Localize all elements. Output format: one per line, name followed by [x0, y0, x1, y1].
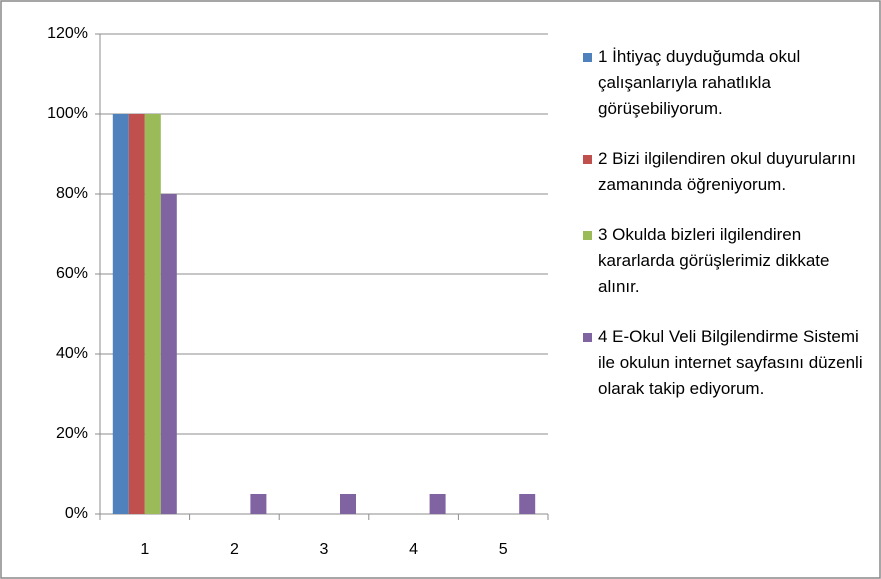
legend-item: 4 E-Okul Veli Bilgilendirme Sistemi ile …	[583, 324, 868, 402]
bar	[429, 494, 446, 514]
y-tick-label: 80%	[56, 185, 88, 202]
legend-item: 2 Bizi ilgilendiren okul duyurularını za…	[583, 146, 868, 198]
y-tick-label: 100%	[47, 105, 88, 122]
y-tick-label: 120%	[47, 25, 88, 42]
legend-swatch	[583, 53, 592, 62]
x-tick-label: 4	[409, 541, 418, 558]
y-tick-label: 20%	[56, 425, 88, 442]
x-tick-label: 1	[140, 541, 149, 558]
bar	[160, 194, 177, 514]
bar	[519, 494, 536, 514]
bar	[128, 114, 145, 514]
legend-label: 4 E-Okul Veli Bilgilendirme Sistemi ile …	[598, 327, 863, 398]
x-tick-label: 2	[230, 541, 239, 558]
legend-swatch	[583, 231, 592, 240]
legend-label: 1 İhtiyaç duyduğumda okul çalışanlarıyla…	[598, 47, 801, 118]
legend-label: 2 Bizi ilgilendiren okul duyurularını za…	[598, 149, 856, 194]
y-tick-label: 0%	[65, 505, 88, 522]
legend: 1 İhtiyaç duyduğumda okul çalışanlarıyla…	[583, 44, 868, 426]
x-tick-label: 5	[499, 541, 508, 558]
bar	[250, 494, 267, 514]
legend-label: 3 Okulda bizleri ilgilendiren kararlarda…	[598, 225, 830, 296]
bar	[340, 494, 356, 514]
bar	[112, 114, 129, 514]
legend-item: 3 Okulda bizleri ilgilendiren kararlarda…	[583, 222, 868, 300]
y-tick-label: 60%	[56, 265, 88, 282]
bar	[144, 114, 161, 514]
x-tick-label: 3	[320, 541, 329, 558]
legend-swatch	[583, 333, 592, 342]
y-tick-label: 40%	[56, 345, 88, 362]
legend-item: 1 İhtiyaç duyduğumda okul çalışanlarıyla…	[583, 44, 868, 122]
legend-swatch	[583, 155, 592, 164]
